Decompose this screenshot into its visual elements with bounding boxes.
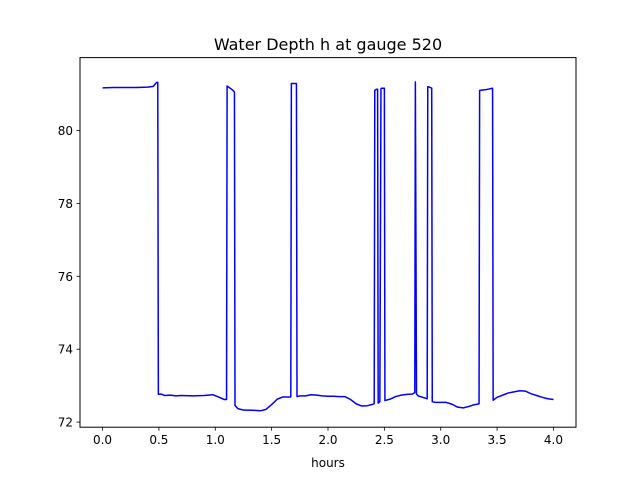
x-tick-label: 0.5 [149,433,168,447]
y-tick-label: 80 [58,124,73,138]
x-tick-label: 0.0 [93,433,112,447]
x-axis-label: hours [311,456,345,470]
x-axis-ticks: 0.0 0.5 1.0 1.5 2.0 2.5 3.0 3.5 4.0 [93,427,563,447]
y-tick-label: 78 [58,197,73,211]
x-tick-label: 2.0 [318,433,337,447]
x-tick-label: 3.0 [431,433,450,447]
y-axis-ticks: 72 74 76 78 80 [58,124,80,430]
plot-frame [79,57,577,428]
x-tick-label: 2.5 [375,433,394,447]
x-tick-label: 4.0 [544,433,563,447]
y-tick-label: 76 [58,270,73,284]
y-tick-label: 72 [58,416,73,430]
x-tick-label: 3.5 [488,433,507,447]
series-line [102,81,554,412]
x-tick-label: 1.0 [206,433,225,447]
y-tick-label: 74 [58,343,73,357]
series-layer [102,81,554,412]
x-tick-label: 1.5 [262,433,281,447]
chart-title: Water Depth h at gauge 520 [214,35,442,54]
